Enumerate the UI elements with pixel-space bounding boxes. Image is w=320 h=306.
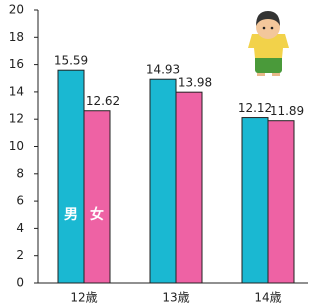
x-tick-label: 12歳 xyxy=(70,291,97,305)
value-label: 15.59 xyxy=(54,54,88,68)
bar xyxy=(58,70,84,283)
y-tick-label: 0 xyxy=(16,276,24,290)
y-tick-label: 6 xyxy=(16,194,24,208)
y-tick-label: 2 xyxy=(16,248,24,262)
bar xyxy=(176,92,202,283)
y-tick-label: 8 xyxy=(16,166,24,180)
bar xyxy=(268,121,294,283)
value-label: 11.89 xyxy=(270,104,304,118)
legend-label: 女 xyxy=(90,206,104,223)
boy-illustration xyxy=(248,11,289,76)
y-tick-label: 20 xyxy=(9,3,24,17)
x-tick-label: 14歳 xyxy=(254,291,281,305)
y-tick-label: 10 xyxy=(9,139,24,153)
y-tick-label: 12 xyxy=(9,112,24,126)
y-tick-label: 4 xyxy=(16,221,24,235)
y-tick-label: 18 xyxy=(9,30,24,44)
legend-label: 男 xyxy=(64,207,78,223)
y-tick-label: 14 xyxy=(9,84,24,98)
x-tick-label: 13歳 xyxy=(162,291,189,305)
value-label: 12.12 xyxy=(238,101,272,115)
bar xyxy=(242,118,268,283)
bar xyxy=(150,79,176,283)
value-label: 14.93 xyxy=(146,63,180,77)
y-tick-label: 16 xyxy=(9,57,24,71)
value-label: 13.98 xyxy=(178,76,212,90)
value-label: 12.62 xyxy=(86,94,120,108)
bar xyxy=(84,111,110,283)
